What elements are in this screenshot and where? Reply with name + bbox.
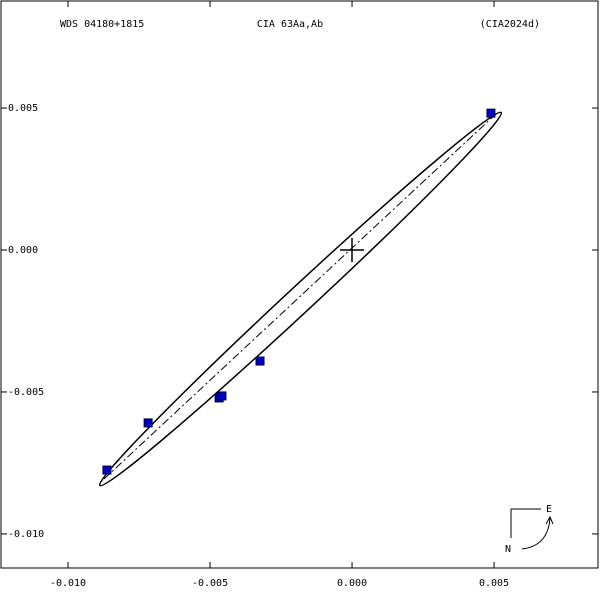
y-tick-label: -0.005 (8, 387, 44, 398)
chart-title: CIA 63Aa,Ab (257, 19, 323, 30)
y-tick-label: 0.005 (8, 103, 38, 114)
compass: E N (505, 504, 554, 555)
y-tick-label: 0.000 (8, 245, 38, 256)
chart-subtitle: WDS 04180+1815 (60, 19, 144, 30)
point (102, 465, 112, 475)
compass-arrow (521, 517, 551, 550)
compass-arrowhead (545, 515, 554, 525)
y-tick-label: -0.010 (8, 529, 44, 540)
x-tick-label: -0.010 (50, 578, 86, 589)
point (255, 356, 265, 366)
plot-frame (0, 0, 599, 569)
compass-n: N (505, 544, 511, 555)
x-tick-label: 0.000 (337, 578, 367, 589)
point (143, 418, 153, 428)
point (486, 108, 496, 118)
point (217, 391, 227, 401)
reference: (CIA2024d) (480, 19, 540, 30)
x-tick-label: 0.005 (479, 578, 509, 589)
line-of-nodes (103, 112, 498, 480)
x-tick-label: -0.005 (192, 578, 228, 589)
orbit (98, 111, 503, 487)
compass-e: E (546, 504, 552, 515)
